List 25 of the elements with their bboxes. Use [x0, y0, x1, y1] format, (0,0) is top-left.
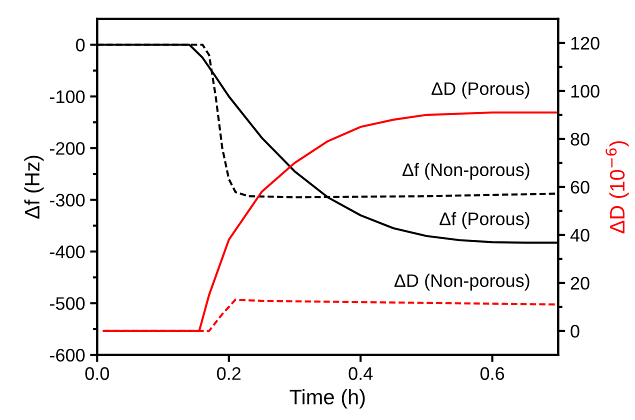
series-label: ΔD (Porous)	[432, 82, 530, 99]
y-tick-label: -100	[50, 90, 85, 104]
y2-tick-label: 20	[570, 276, 590, 290]
y2-tick-label: 0	[570, 324, 580, 338]
series-label: ΔD (Non-porous)	[394, 274, 530, 291]
x-tick-label: 0.4	[348, 367, 373, 380]
y-tick-label: -400	[50, 245, 85, 258]
y-tick-label: -500	[50, 297, 85, 310]
y2-tick-label: 60	[570, 180, 590, 194]
y-tick-label: -200	[50, 142, 85, 155]
y-tick-label: -300	[50, 194, 85, 207]
x-tick-label: 0.2	[217, 367, 241, 380]
y2-axis-title: ΔD (10$^{−6}$)	[606, 141, 629, 234]
x-axis-title: Time (h)	[290, 389, 365, 409]
y2-tick-label: 80	[570, 132, 590, 146]
y-axis-title: Δf (Hz)	[24, 156, 44, 219]
y2-tick-label: 40	[570, 228, 590, 242]
y2-tick-label: 120	[571, 36, 600, 50]
y2-tick-label: 100	[571, 84, 600, 98]
x-tick-label: 0.6	[480, 367, 504, 380]
series-label: Δf (Porous)	[440, 212, 530, 229]
y-tick-label: -600	[50, 348, 85, 362]
x-tick-label: 0.0	[85, 367, 109, 380]
y-tick-label: 0	[76, 38, 85, 52]
series-label: Δf (Non-porous)	[402, 162, 530, 180]
